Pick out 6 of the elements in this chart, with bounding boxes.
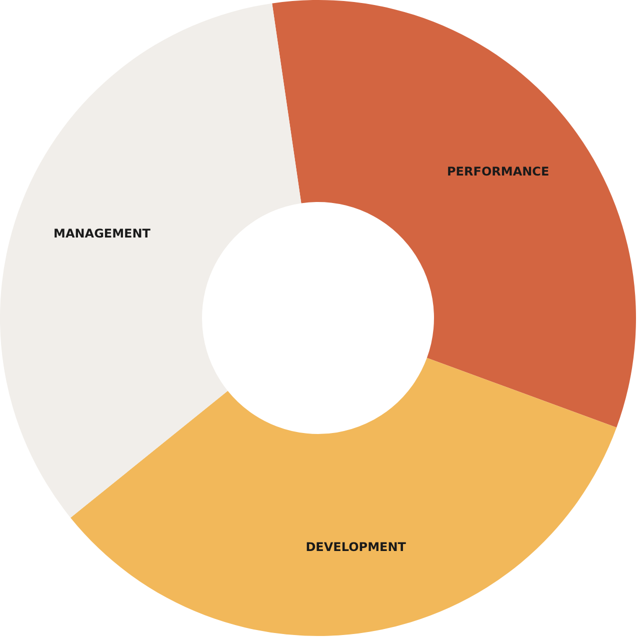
donut-slice (0, 3, 302, 518)
donut-slice (272, 0, 636, 428)
slice-label: PERFORMANCE (447, 164, 550, 179)
donut-slice (70, 358, 617, 636)
slice-label: MANAGEMENT (54, 226, 152, 240)
slice-label: DEVELOPMENT (306, 540, 407, 554)
